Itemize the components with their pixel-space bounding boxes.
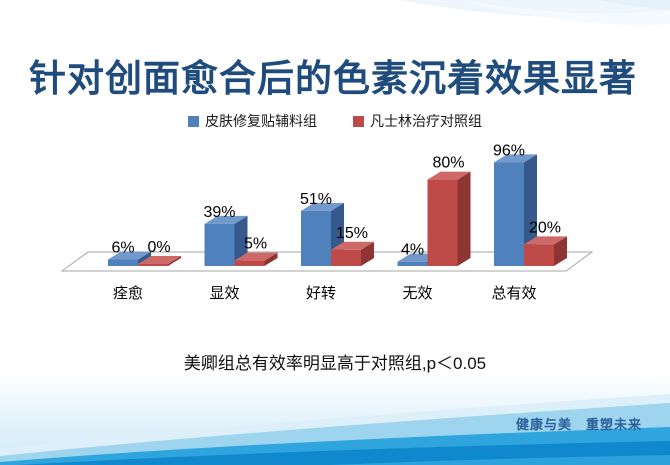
category-label-2: 好转 — [306, 285, 336, 302]
legend-label-control-group: 凡士林治疗对照组 — [370, 113, 482, 129]
legend-label-treatment-group: 皮肤修复贴辅料组 — [205, 113, 317, 129]
blue-bar-4-front — [494, 162, 524, 266]
blue-bar-1-front — [204, 223, 235, 266]
legend-item-control-group: 凡士林治疗对照组 — [353, 111, 482, 131]
value-label-blue-bar-4: 96% — [493, 142, 525, 159]
value-label-blue-bar-1: 39% — [203, 204, 235, 221]
blue-bar-1-side — [234, 215, 248, 266]
value-label-red-bar-2: 15% — [336, 225, 368, 242]
blue-bar-3-front — [397, 261, 428, 266]
value-label-red-bar-1: 5% — [244, 236, 267, 253]
red-bar-0-front — [138, 264, 168, 266]
blue-bar-4-top — [494, 154, 537, 163]
red-bar-4-top — [524, 236, 567, 245]
category-label-1: 显效 — [209, 285, 239, 302]
red-bar-1-front — [234, 260, 265, 266]
red-bar-2-side — [361, 241, 374, 266]
value-label-red-bar-4: 20% — [529, 219, 561, 236]
blue-bar-1-top — [204, 215, 248, 224]
blue-bar-4-side — [524, 154, 537, 266]
category-label-4: 总有效 — [491, 285, 536, 302]
bottom-wave-decoration — [0, 394, 670, 465]
blue-bar-0-top — [108, 251, 151, 260]
blue-bar-0-front — [108, 259, 138, 266]
red-bar-2-top — [331, 241, 374, 250]
value-label-blue-bar-0: 6% — [111, 240, 134, 257]
blue-bar-2-top — [301, 202, 344, 211]
red-bar-1-top — [234, 252, 278, 261]
top-wave-decoration — [400, 0, 670, 25]
footer-slogan: 健康与美 重塑未来 — [515, 417, 642, 432]
red-bar-3-top — [427, 171, 471, 180]
chart-legend: 皮肤修复贴辅料组 凡士林治疗对照组 — [0, 111, 670, 131]
red-bar-3-front — [427, 179, 458, 266]
red-bar-1-side — [264, 252, 278, 266]
red-bar-4-front — [524, 244, 554, 266]
red-bar-0-top — [138, 256, 181, 264]
chart-floor — [60, 251, 594, 272]
value-label-red-bar-3: 80% — [432, 155, 464, 172]
red-bar-3-side — [457, 171, 471, 266]
category-label-0: 痊愈 — [113, 285, 143, 302]
category-label-3: 无效 — [402, 285, 432, 302]
value-label-blue-bar-2: 51% — [300, 191, 332, 208]
legend-item-treatment-group: 皮肤修复贴辅料组 — [188, 111, 317, 131]
slide-title: 针对创面愈合后的色素沉着效果显著 — [29, 58, 637, 99]
blue-bar-2-front — [301, 210, 331, 266]
value-label-red-bar-0: 0% — [147, 239, 170, 256]
legend-swatch-blue — [188, 115, 199, 127]
value-label-blue-bar-3: 4% — [401, 242, 424, 259]
red-bar-0-side — [168, 256, 181, 266]
red-bar-4-side — [554, 236, 567, 266]
red-bar-2-front — [331, 249, 361, 266]
legend-swatch-red — [353, 115, 364, 127]
chart-note: 美卿组总有效率明显高于对照组,p＜0.05 — [183, 354, 487, 373]
